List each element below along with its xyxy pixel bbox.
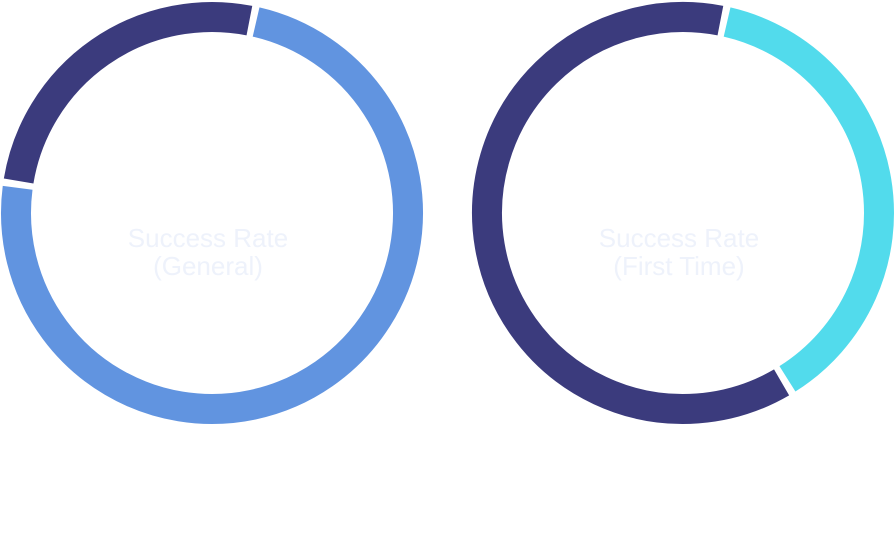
donut-slice-general-0 — [1, 7, 423, 424]
donut-slice-general-1 — [3, 2, 253, 184]
donut-center-label-general-line-0: Success Rate — [128, 223, 288, 253]
donut-chart-general: Success Rate(General) — [1, 2, 423, 424]
donut-chart-first-time: Success Rate(First Time) — [472, 2, 894, 424]
donut-center-label-first-time-line-0: Success Rate — [599, 223, 759, 253]
donut-center-label-general-line-1: (General) — [153, 251, 263, 281]
donut-center-label-first-time-line-1: (First Time) — [613, 251, 744, 281]
donut-slice-first-time-0 — [723, 7, 894, 392]
donut-slice-first-time-1 — [472, 2, 790, 424]
